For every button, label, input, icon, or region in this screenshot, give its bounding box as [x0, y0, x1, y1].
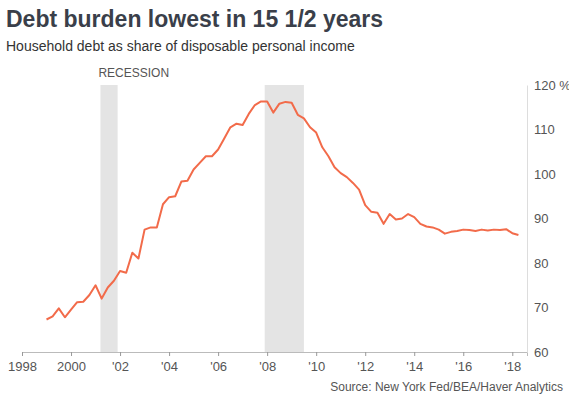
x-tick-label: '04	[161, 359, 178, 374]
data-line	[47, 101, 519, 319]
recession-band	[100, 85, 117, 352]
y-tick-label: 110	[534, 122, 555, 137]
y-tick: 100	[527, 167, 556, 182]
x-tick-label: 1998	[8, 359, 37, 374]
x-tick-mark	[22, 352, 23, 356]
x-tick-label: '18	[504, 359, 521, 374]
y-tick-label: 70	[534, 300, 548, 315]
x-tick-label: '08	[259, 359, 276, 374]
y-tick: 120 %	[527, 78, 569, 93]
recession-band	[265, 85, 304, 352]
x-tick-mark	[71, 352, 72, 356]
plot-area	[47, 85, 519, 352]
x-tick: '04	[161, 352, 178, 374]
chart: Debt burden lowest in 15 1/2 years Househ…	[0, 0, 569, 398]
y-tick: 60	[527, 345, 548, 360]
y-tick-label: 80	[534, 256, 548, 271]
y-axis: 60 70 80 90 100 110 120 %	[527, 78, 569, 360]
x-tick-label: '16	[455, 359, 472, 374]
x-tick: '10	[308, 352, 325, 374]
title: Debt burden lowest in 15 1/2 years	[6, 6, 383, 32]
x-tick: 2000	[57, 352, 86, 374]
x-axis: 1998 2000 '02 '04 '06 '08 '10 '12 '14 '16 '18	[8, 352, 527, 374]
y-tick-label: 100	[534, 167, 556, 182]
x-tick: 1998	[8, 352, 37, 374]
x-tick: '08	[259, 352, 276, 374]
x-tick-mark	[414, 352, 415, 356]
x-tick: '02	[112, 352, 129, 374]
y-tick: 110	[527, 122, 555, 137]
x-tick-label: 2000	[57, 359, 86, 374]
x-axis-line	[23, 353, 528, 357]
x-tick-mark	[365, 352, 366, 356]
x-tick: '16	[455, 352, 472, 374]
x-tick-label: '02	[112, 359, 129, 374]
source: Source: New York Fed/BEA/Haver Analytics	[330, 380, 563, 394]
x-tick-mark	[512, 352, 513, 356]
x-tick-label: '10	[308, 359, 325, 374]
x-tick-label: '14	[406, 359, 423, 374]
subtitle: Household debt as share of disposable pe…	[6, 38, 355, 54]
recession-label: RECESSION	[98, 66, 169, 80]
x-tick-mark	[316, 352, 317, 356]
y-tick: 70	[527, 300, 548, 315]
x-tick-mark	[267, 352, 268, 356]
y-tick: 90	[527, 211, 548, 226]
x-tick-mark	[120, 352, 121, 356]
y-tick-label: 120 %	[534, 78, 569, 93]
y-axis-line	[527, 86, 528, 353]
y-tick-label: 90	[534, 211, 548, 226]
x-tick-mark	[463, 352, 464, 356]
x-tick-label: '06	[210, 359, 227, 374]
x-tick-mark	[218, 352, 219, 356]
y-tick: 80	[527, 256, 548, 271]
x-tick-mark	[169, 352, 170, 356]
x-tick: '06	[210, 352, 227, 374]
x-tick: '14	[406, 352, 423, 374]
x-tick: '18	[504, 352, 521, 374]
x-tick: '12	[357, 352, 374, 374]
y-tick-label: 60	[534, 345, 548, 360]
x-tick-label: '12	[357, 359, 374, 374]
